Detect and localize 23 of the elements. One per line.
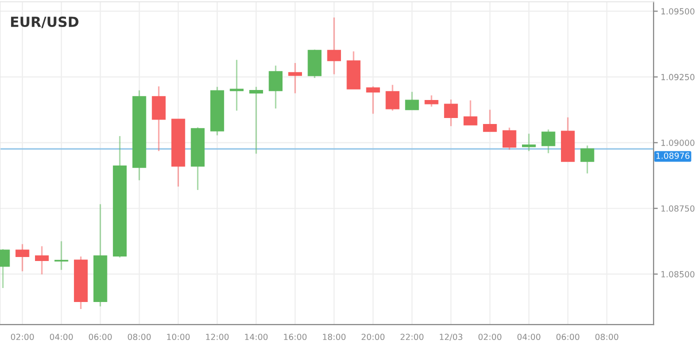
text: EUR/USD: [11, 16, 78, 28]
y-tick-label: 1.09250: [661, 74, 694, 80]
y-tick-label: 1.09000: [661, 140, 694, 146]
ref-line-label: 1.08976: [656, 152, 690, 159]
x-tick-label: 22:00: [400, 334, 424, 340]
x-tick-label: 06:00: [88, 334, 112, 340]
x-tick-label: 12/03: [440, 334, 462, 341]
x-tick-label: 08:00: [595, 334, 618, 340]
y-tick-label: 1.08750: [661, 205, 694, 212]
x-tick-label: 04:00: [50, 334, 73, 340]
x-tick-label: 08:00: [128, 334, 151, 340]
x-tick-label: 02:00: [478, 334, 502, 340]
x-tick-label: 12:00: [206, 334, 229, 340]
y-tick-label: 1.08500: [661, 271, 694, 278]
x-tick-label: 02:00: [10, 334, 34, 340]
x-tick-label: 14:00: [245, 334, 268, 340]
x-tick-label: 16:00: [284, 334, 307, 340]
x-tick-label: 06:00: [556, 334, 580, 340]
y-tick-label: 1.09500: [661, 8, 694, 14]
x-tick-label: 04:00: [517, 334, 540, 340]
x-tick-label: 18:00: [322, 334, 346, 340]
x-tick-label: 10:00: [167, 334, 190, 340]
x-tick-label: 20:00: [362, 334, 385, 340]
